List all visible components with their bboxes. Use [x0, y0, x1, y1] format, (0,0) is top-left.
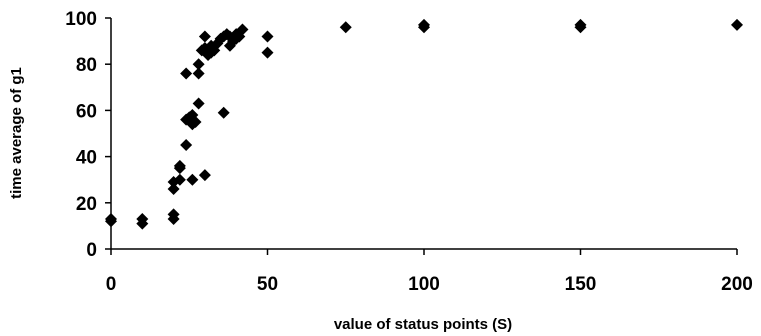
y-tick-label: 60	[76, 101, 97, 122]
plot-area: 0 20 40 60 80 100 0 50 100 150 200	[65, 9, 753, 295]
data-point	[261, 30, 274, 43]
data-point	[198, 30, 211, 43]
x-tick-label: 150	[565, 274, 597, 295]
data-point	[192, 67, 205, 80]
y-axis-title: time average of g1	[8, 67, 25, 199]
data-point	[731, 18, 743, 31]
tick-labels: 0 20 40 60 80 100 0 50 100 150 200	[65, 9, 753, 295]
y-tick-label: 20	[76, 194, 97, 215]
x-tick-label: 100	[408, 274, 440, 295]
data-point	[173, 159, 186, 172]
x-tick-label: 200	[721, 274, 753, 295]
data-point	[198, 169, 211, 182]
x-tick-label: 50	[257, 274, 278, 295]
data-point	[339, 21, 352, 34]
axis-ticks	[105, 17, 738, 255]
data-point	[167, 208, 180, 221]
data-point	[189, 115, 202, 128]
data-point	[192, 97, 205, 110]
data-point	[180, 67, 193, 80]
data-point	[192, 58, 205, 71]
data-point	[418, 18, 430, 31]
data-point	[167, 182, 180, 195]
y-tick-label: 80	[76, 55, 97, 76]
data-point	[136, 212, 149, 225]
data-point	[236, 23, 249, 36]
data-point	[180, 139, 193, 152]
data-point	[105, 212, 117, 225]
y-tick-label: 0	[86, 240, 97, 261]
y-tick-label: 40	[76, 148, 97, 169]
data-point	[261, 46, 274, 59]
data-point	[574, 18, 587, 31]
data-point	[173, 173, 186, 186]
data-point	[186, 173, 199, 186]
y-tick-label: 100	[65, 9, 97, 30]
data-point	[217, 106, 230, 119]
x-axis-title: value of status points (S)	[334, 316, 512, 333]
x-tick-label: 0	[106, 274, 117, 295]
data-points	[105, 18, 743, 230]
